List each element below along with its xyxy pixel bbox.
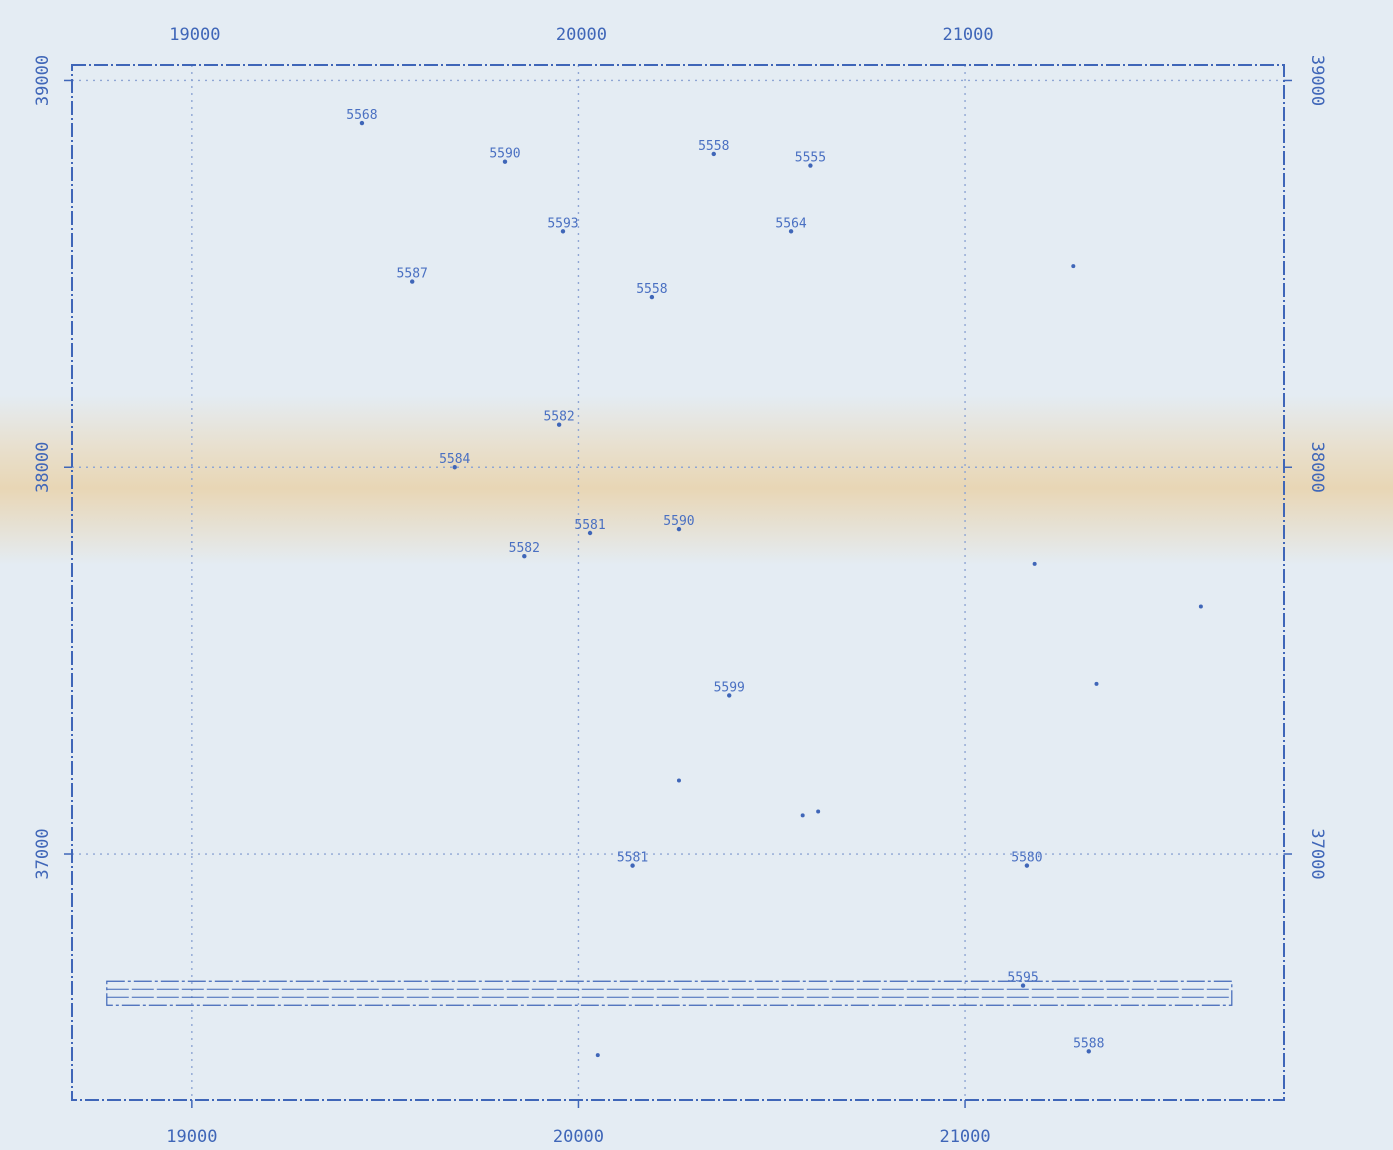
point-label: 5582: [509, 541, 540, 556]
y-tick-label: 38000: [33, 442, 53, 493]
y-tick-label: 37000: [33, 828, 53, 879]
point-label: 5555: [795, 151, 826, 166]
point-marker-unlabeled: [1032, 561, 1037, 566]
right-tick-label: 38000: [1307, 442, 1327, 493]
point-label: 5590: [489, 147, 520, 162]
point-marker: [556, 422, 562, 427]
point-marker-unlabeled: [595, 1053, 600, 1058]
point-label: 5595: [1007, 971, 1038, 986]
point-marker: [587, 530, 593, 536]
axis-ticks: 19000 19000 20000 20000 21000 21000 37000 37000…: [33, 25, 1327, 1147]
point-marker-unlabeled: [676, 778, 681, 783]
top-tick-label: 21000: [942, 25, 993, 45]
point-label: 5587: [397, 267, 428, 282]
point-label: 5588: [1073, 1036, 1104, 1051]
x-tick-label: 20000: [553, 1127, 604, 1147]
point-label: 5558: [698, 139, 729, 154]
point-label: 5564: [775, 216, 806, 231]
point-label: 5580: [1011, 851, 1042, 866]
grid-lines: [72, 65, 1284, 1100]
point-label: 5599: [714, 680, 745, 695]
point-marker: [1020, 983, 1026, 988]
point-label: 5593: [547, 216, 578, 231]
right-tick-label: 37000: [1307, 828, 1327, 879]
band-outer-box: [106, 980, 1233, 1006]
point-label: 5582: [543, 410, 574, 425]
point-label: 5584: [439, 452, 470, 467]
point-marker: [359, 120, 365, 126]
band-box: [106, 980, 1233, 1006]
point-label: 5581: [617, 851, 648, 866]
point-marker: [788, 229, 794, 234]
point-marker: [560, 229, 566, 234]
data-points: 5568 5590 5558 5555 5593 5564 5587 5558 5582 5584…: [346, 108, 1203, 1058]
point-marker: [452, 465, 457, 470]
point-marker-unlabeled: [800, 813, 805, 818]
top-tick-label: 19000: [169, 25, 220, 45]
point-marker: [410, 279, 415, 284]
point-marker-unlabeled: [1071, 264, 1076, 269]
point-label: 5590: [663, 514, 694, 529]
point-marker-unlabeled: [1094, 681, 1099, 686]
point-label: 5568: [346, 108, 377, 123]
top-tick-label: 20000: [556, 25, 607, 45]
point-marker: [727, 693, 732, 698]
point-marker-unlabeled: [1198, 604, 1203, 609]
point-marker: [630, 863, 635, 868]
point-marker: [1086, 1049, 1091, 1054]
point-marker: [676, 526, 682, 532]
point-marker-unlabeled: [816, 809, 821, 814]
point-label: 5558: [636, 282, 667, 297]
point-marker: [649, 294, 655, 300]
point-label: 5581: [574, 518, 605, 533]
x-tick-label: 21000: [939, 1127, 990, 1147]
right-tick-label: 39000: [1307, 55, 1327, 106]
y-tick-label: 39000: [33, 55, 53, 106]
x-tick-label: 19000: [166, 1127, 217, 1147]
point-marker: [711, 151, 716, 157]
plot-frame: [71, 64, 1285, 1101]
point-marker: [1024, 863, 1030, 868]
point-marker: [502, 159, 508, 164]
point-marker: [522, 553, 527, 559]
point-marker: [808, 163, 813, 168]
